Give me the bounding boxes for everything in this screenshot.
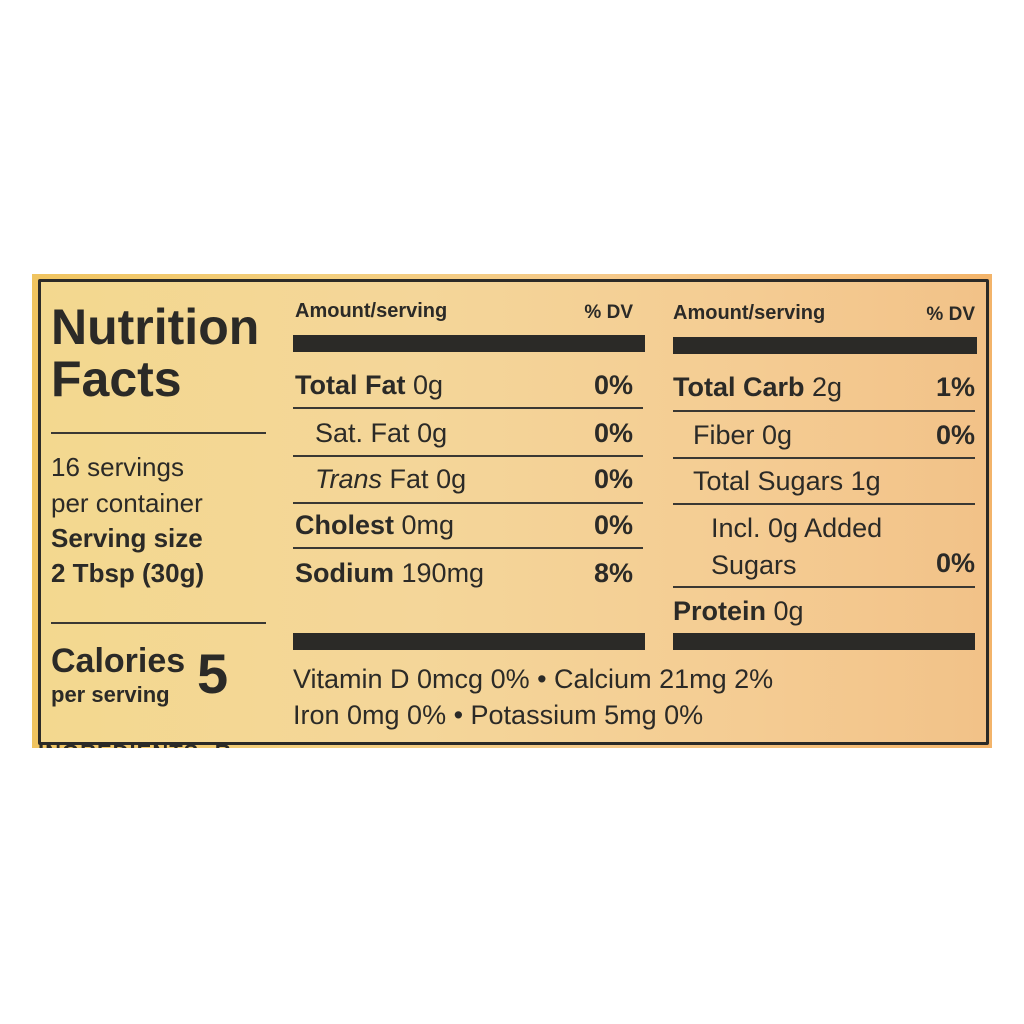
calories-per: per serving bbox=[51, 682, 170, 707]
title-line-2: Facts bbox=[51, 351, 182, 407]
micronutrients-line-2: Iron 0mg 0% • Potassium 5mg 0% bbox=[293, 700, 704, 730]
servings-count: 16 servings bbox=[51, 452, 184, 482]
dv-value: 0% bbox=[593, 418, 633, 448]
dv-value: 0% bbox=[935, 420, 975, 450]
nutrient-row: Sat. Fat 0g bbox=[315, 418, 448, 448]
divider bbox=[51, 432, 266, 434]
ingredients-cut-off: INGREDIENTS: R bbox=[38, 740, 232, 748]
nutrient-row: Total Carb 2g bbox=[673, 372, 843, 402]
dv-header: % DV bbox=[584, 302, 633, 323]
nutrient-row: Incl. 0g Added bbox=[711, 513, 883, 543]
thick-bar bbox=[673, 633, 975, 650]
divider bbox=[293, 407, 643, 409]
nutrient-row: Trans Fat 0g bbox=[315, 464, 467, 494]
nutrient-row: Total Sugars 1g bbox=[693, 466, 881, 496]
calories-label: Calories bbox=[51, 642, 186, 680]
divider bbox=[673, 410, 975, 412]
dv-value: 1% bbox=[935, 372, 975, 402]
nutrient-row: Fiber 0g bbox=[693, 420, 793, 450]
micronutrients-line-1: Vitamin D 0mcg 0% • Calcium 21mg 2% bbox=[293, 664, 774, 694]
servings-per: per container bbox=[51, 488, 203, 518]
divider bbox=[293, 502, 643, 504]
amount-header: Amount/serving bbox=[295, 300, 448, 322]
nutrient-row: Total Fat 0g bbox=[295, 370, 444, 400]
divider bbox=[673, 457, 975, 459]
calories-value: 5 bbox=[197, 642, 229, 705]
nutrient-row: Protein 0g bbox=[673, 596, 804, 626]
dv-value: 0% bbox=[593, 370, 633, 400]
title-line-1: Nutrition bbox=[51, 299, 260, 355]
nutrient-row: Cholest 0mg bbox=[295, 510, 455, 540]
nutrition-facts-panel: Nutrition Facts 16 servings per containe… bbox=[38, 279, 989, 745]
thick-bar bbox=[673, 337, 977, 354]
nutrition-label: Nutrition Facts 16 servings per containe… bbox=[32, 274, 992, 748]
thick-bar bbox=[293, 335, 645, 352]
divider bbox=[673, 503, 975, 505]
amount-header: Amount/serving bbox=[673, 302, 826, 324]
divider bbox=[293, 547, 643, 549]
divider bbox=[673, 586, 975, 588]
divider bbox=[293, 455, 643, 457]
dv-value: 8% bbox=[593, 558, 633, 588]
dv-value: 0% bbox=[593, 510, 633, 540]
dv-value: 0% bbox=[593, 464, 633, 494]
serving-size-label: Serving size bbox=[51, 523, 203, 553]
dv-header: % DV bbox=[926, 304, 975, 325]
nutrient-row-cont: Sugars bbox=[711, 550, 797, 580]
serving-size-value: 2 Tbsp (30g) bbox=[51, 558, 205, 588]
nutrient-row: Sodium 190mg bbox=[295, 558, 485, 588]
dv-value: 0% bbox=[935, 548, 975, 578]
divider bbox=[51, 622, 266, 624]
thick-bar bbox=[293, 633, 645, 650]
